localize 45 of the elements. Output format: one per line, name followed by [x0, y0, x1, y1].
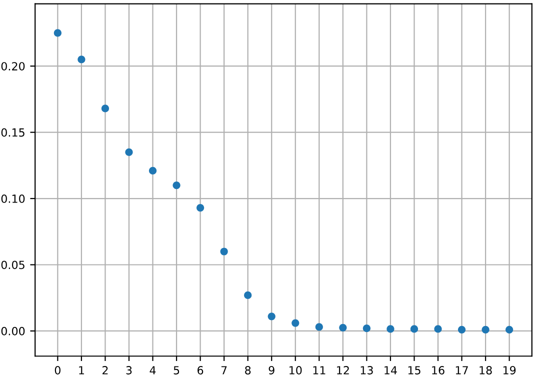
x-tick-label: 3	[126, 366, 132, 374]
x-tick-label: 8	[245, 366, 251, 374]
point	[268, 312, 276, 320]
point	[506, 326, 514, 334]
x-tick-label: 9	[268, 366, 274, 374]
x-tick-label: 19	[503, 366, 516, 374]
y-tick-label: 0.15	[1, 128, 24, 137]
point	[292, 319, 300, 327]
point	[148, 166, 157, 175]
point	[458, 326, 466, 334]
point	[410, 325, 418, 333]
x-tick-label: 0	[54, 366, 60, 374]
x-tick-label: 5	[174, 366, 180, 374]
point	[362, 324, 370, 332]
x-tick-label: 10	[290, 366, 302, 374]
point	[339, 324, 347, 332]
x-tick-label: 12	[337, 366, 349, 374]
x-tick-label: 16	[432, 366, 444, 374]
x-tick-label: 7	[221, 366, 227, 374]
point	[78, 56, 86, 64]
x-tick-label: 2	[102, 366, 108, 374]
point	[315, 323, 323, 331]
point	[125, 148, 133, 156]
point	[434, 325, 442, 333]
y-tick-label: 0.10	[1, 194, 25, 203]
point	[101, 104, 110, 112]
x-tick-label: 6	[198, 366, 204, 374]
point	[172, 181, 180, 190]
point	[220, 248, 228, 256]
x-tick-label: 17	[456, 366, 468, 374]
point	[482, 326, 490, 334]
point	[244, 291, 252, 300]
x-tick-label: 4	[150, 366, 156, 374]
point	[54, 29, 62, 37]
y-tick-label: 0.20	[1, 62, 25, 70]
x-tick-label: 15	[408, 366, 420, 374]
y-tick-label: 0.00	[1, 326, 25, 336]
x-tick-label: 18	[480, 366, 492, 374]
point	[196, 204, 204, 212]
x-tick-label: 1	[79, 366, 84, 374]
y-tick-label: 0.05	[1, 260, 24, 270]
x-tick-label: 13	[360, 366, 373, 374]
x-tick-label: 14	[384, 366, 397, 374]
x-tick-label: 11	[313, 366, 326, 374]
point	[386, 325, 394, 333]
